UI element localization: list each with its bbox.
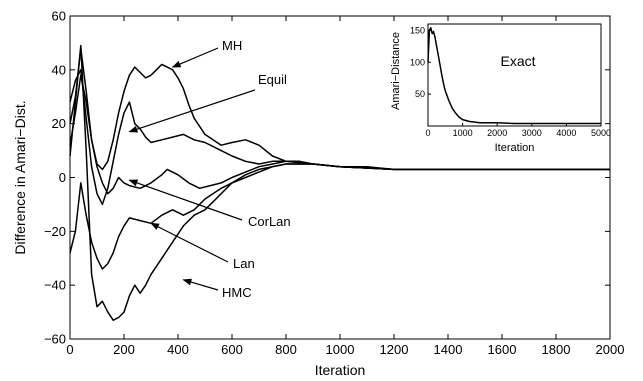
y-tick-label: 0 (59, 170, 66, 185)
x-tick-label: 800 (275, 342, 297, 357)
inset-y-tick-label: 50 (415, 89, 425, 99)
inset-title: Exact (500, 53, 535, 69)
inset-y-tick-label: 100 (410, 57, 425, 67)
annotation-arrow-corlan (128, 179, 243, 221)
inset-x-tick-label: 1000 (453, 128, 473, 138)
inset-x-tick-label: 3000 (522, 128, 542, 138)
x-tick-label: 200 (113, 342, 135, 357)
annotation-arrow-equil (128, 89, 256, 133)
annotation-label-hmc: HMC (222, 285, 252, 300)
y-axis-label: Difference in Amari−Dist. (12, 100, 28, 254)
annotation-label-lan: Lan (233, 256, 255, 271)
annotation-label-mh: MH (222, 38, 242, 53)
series-line-lan (69, 163, 610, 270)
x-tick-label: 0 (66, 342, 73, 357)
x-tick-label: 1000 (326, 342, 355, 357)
inset-x-tick-label: 0 (425, 128, 430, 138)
series-line-hmc (69, 44, 610, 321)
inset-plot: 0 1000 2000 3000 4000 5000 50 100 150 Iteration Am… (390, 23, 611, 154)
inset-x-tick-label: 5000 (591, 128, 611, 138)
y-tick-label: 40 (52, 62, 66, 77)
annotation-arrow-hmc (182, 278, 219, 291)
y-tick-label: −60 (44, 332, 66, 347)
annotation-arrow-mh (171, 47, 219, 68)
y-tick-label: 20 (52, 116, 66, 131)
inset-frame (427, 23, 602, 127)
inset-x-tick-label: 2000 (487, 128, 507, 138)
y-tick-label: −40 (44, 278, 66, 293)
inset-y-tick-label: 150 (410, 25, 425, 35)
inset-y-axis-label: Amari−Distance (390, 32, 402, 110)
x-tick-label: 2000 (596, 342, 625, 357)
y-tick-label: 60 (52, 9, 66, 24)
x-tick-label: 1200 (380, 342, 409, 357)
x-tick-label: 600 (221, 342, 243, 357)
y-tick-label: −20 (44, 224, 66, 239)
inset-x-tick-label: 4000 (556, 128, 576, 138)
series-line-corlan (69, 47, 610, 195)
inset-x-axis-label: Iteration (495, 142, 535, 154)
annotation-label-corlan: CorLan (248, 214, 291, 229)
inset-series-line (427, 27, 601, 125)
main-plot: 0 200 400 600 800 1000 1200 1400 1600 1800 2000−60… (12, 9, 624, 379)
annotation-arrow-lan (150, 222, 229, 263)
x-tick-label: 1600 (488, 342, 517, 357)
x-axis-label: Iteration (315, 362, 366, 378)
x-tick-label: 400 (167, 342, 189, 357)
x-tick-label: 1800 (542, 342, 571, 357)
annotation-label-equil: Equil (258, 72, 287, 87)
x-tick-label: 1400 (434, 342, 463, 357)
